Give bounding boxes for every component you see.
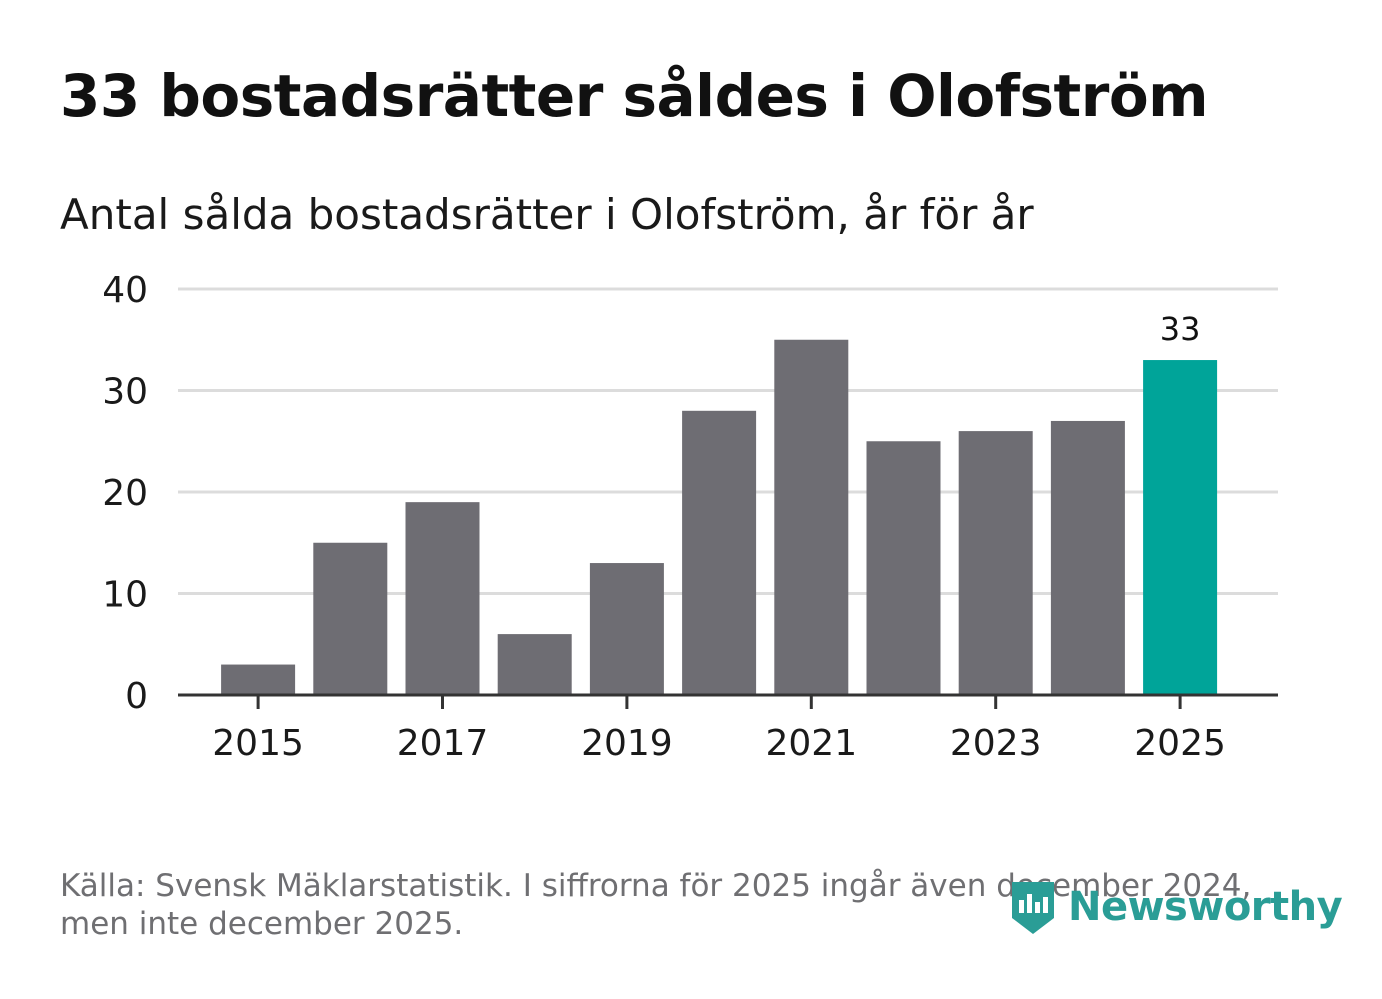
data-label-2025: 33 xyxy=(1160,310,1201,348)
newsworthy-logo-icon xyxy=(1012,882,1054,934)
bar-2020 xyxy=(682,410,757,695)
bar-2016 xyxy=(313,542,388,695)
x-tick-label-2025: 2025 xyxy=(1134,723,1226,764)
y-tick-label-30: 30 xyxy=(102,372,148,413)
x-tick-label-2023: 2023 xyxy=(950,723,1042,764)
bar-2018 xyxy=(497,634,572,695)
bar-2023 xyxy=(958,431,1033,695)
y-tick-label-10: 10 xyxy=(102,575,148,616)
chart-subtitle: Antal sålda bostadsrätter i Olofström, å… xyxy=(60,190,1034,239)
brand-name: Newsworthy xyxy=(1068,884,1343,930)
y-tick-label-40: 40 xyxy=(102,270,148,311)
bar-2025 xyxy=(1143,360,1218,695)
bar-2021 xyxy=(774,339,849,695)
x-tick-label-2019: 2019 xyxy=(581,723,673,764)
bars xyxy=(221,339,1218,695)
axes xyxy=(178,693,1278,709)
x-tick-label-2015: 2015 xyxy=(212,723,304,764)
source-note-line-2: men inte december 2025. xyxy=(60,906,464,942)
x-tick-label-2021: 2021 xyxy=(765,723,857,764)
bar-2017 xyxy=(405,502,480,695)
brand-logo: Newsworthy xyxy=(1008,876,1343,938)
bar-2019 xyxy=(589,563,664,695)
y-tick-label-0: 0 xyxy=(125,676,148,717)
y-tick-label-20: 20 xyxy=(102,473,148,514)
x-tick-label-2017: 2017 xyxy=(397,723,489,764)
labels: 0 10 20 30 40 2015 2017 2019 2021 2023 2025 33 xyxy=(102,270,1226,764)
bar-2015 xyxy=(221,664,296,695)
chart-title: 33 bostadsrätter såldes i Olofström xyxy=(60,62,1209,130)
bar-2024 xyxy=(1050,420,1125,695)
bar-2022 xyxy=(866,441,941,695)
